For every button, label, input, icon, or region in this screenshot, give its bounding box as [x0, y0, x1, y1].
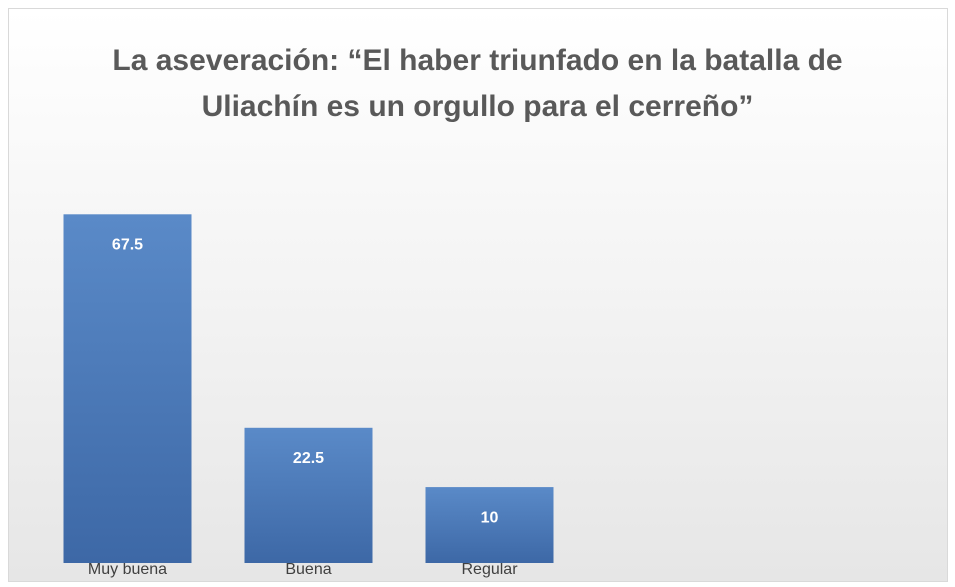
- chart-title: La aseveración: “El haber triunfado en l…: [112, 44, 843, 123]
- bar: [244, 427, 373, 563]
- data-label: 22.5: [293, 450, 324, 467]
- bar: [425, 487, 554, 563]
- data-label: 10: [481, 509, 499, 526]
- x-tick-label: Regular: [461, 561, 518, 578]
- x-tick-label: Buena: [285, 561, 331, 578]
- x-tick-label: Muy buena: [88, 561, 167, 578]
- data-label: 67.5: [112, 237, 143, 254]
- bar: [63, 214, 192, 564]
